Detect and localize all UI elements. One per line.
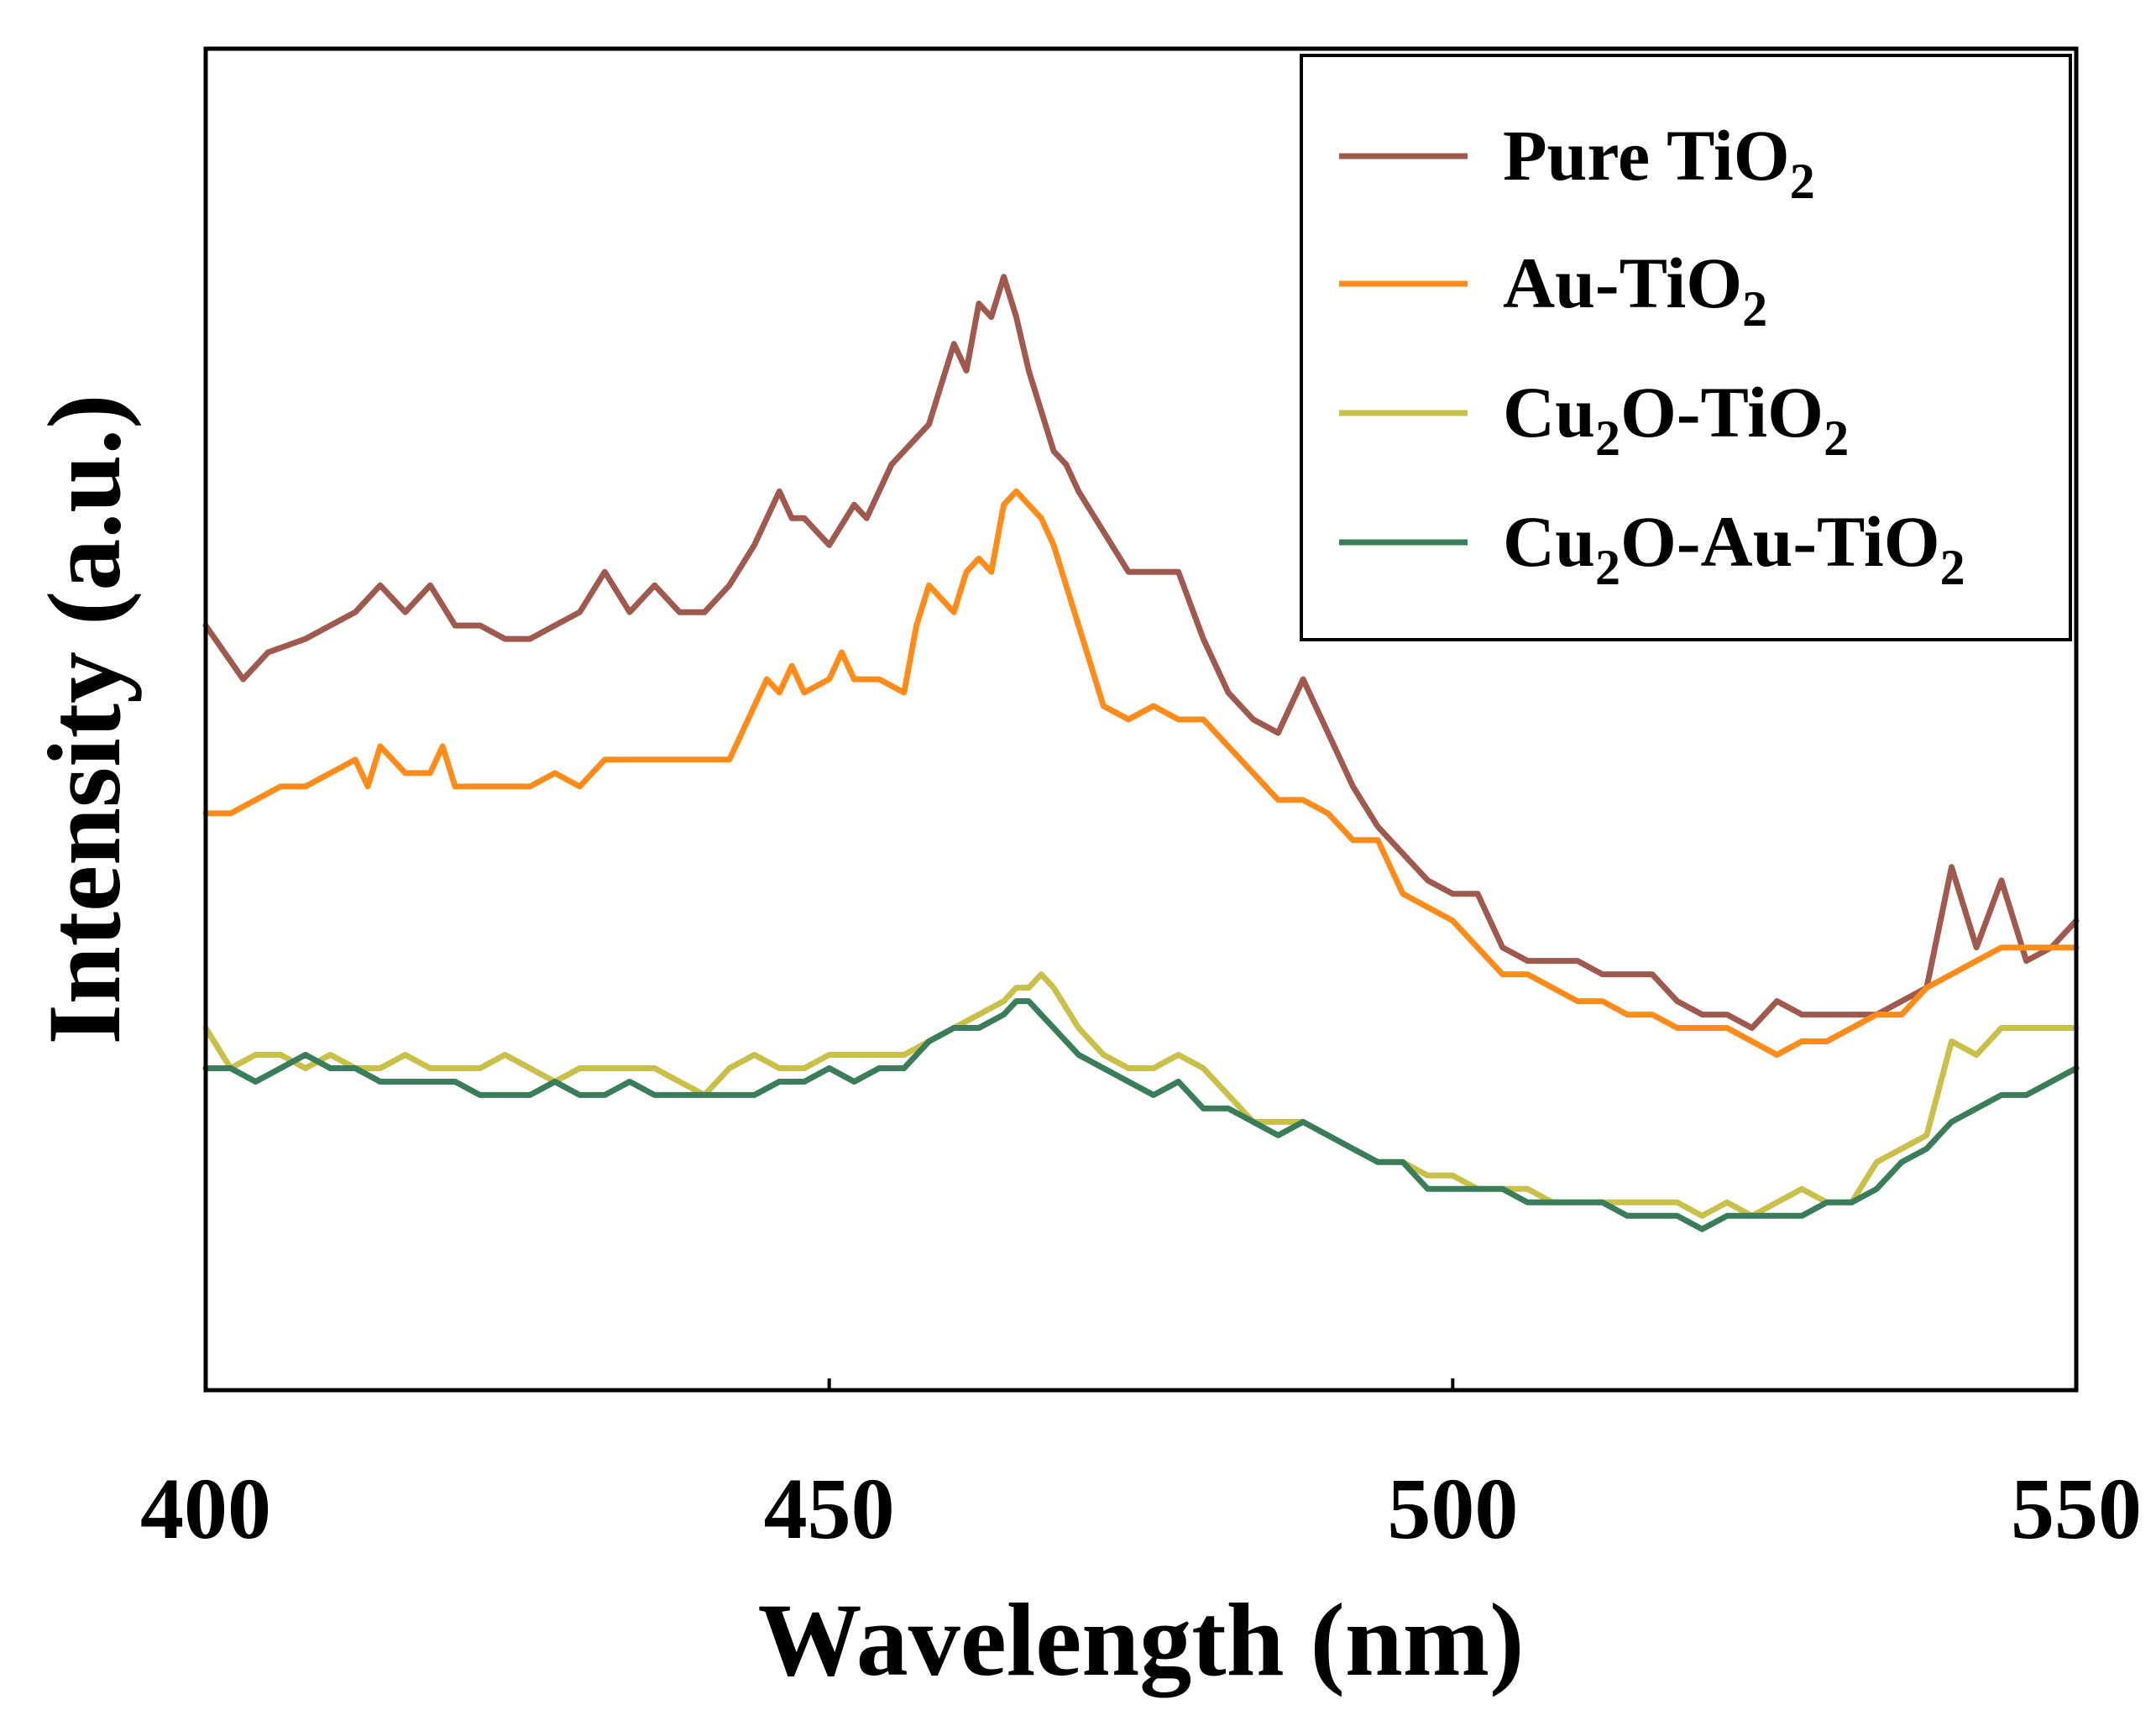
y-axis-title: Intensity (a.u.)	[27, 394, 142, 1044]
series-line-cu2o-au-tio2	[202, 998, 2080, 1232]
plot-area	[202, 274, 2080, 1232]
series-line-au-tio2	[202, 488, 2080, 1058]
x-axis: 400 450 500 550	[140, 1378, 2142, 1557]
legend: Pure TiO2 Au-TiO2 Cu2O-TiO2 Cu2O-Au-TiO2	[1300, 54, 2072, 641]
legend-items: Pure TiO2 Au-TiO2 Cu2O-TiO2 Cu2O-Au-TiO2	[1339, 115, 1965, 595]
legend-label-cu2o-au-tio2: Cu2O-Au-TiO2	[1503, 501, 1965, 595]
x-axis-title: Wavelength (nm)	[758, 1582, 1525, 1698]
legend-label-cu2o-tio2: Cu2O-TiO2	[1503, 372, 1849, 466]
x-tick-label-450: 450	[764, 1461, 895, 1557]
x-tick-label-400: 400	[140, 1461, 271, 1557]
x-tick-label-500: 500	[1387, 1461, 1518, 1557]
series-line-pure-tio2	[202, 274, 2080, 1031]
legend-label-au-tio2: Au-TiO2	[1503, 243, 1767, 337]
x-tick-label-550: 550	[2011, 1461, 2142, 1557]
plot-frame	[203, 46, 2079, 1393]
legend-label-pure-tio2: Pure TiO2	[1503, 115, 1815, 209]
